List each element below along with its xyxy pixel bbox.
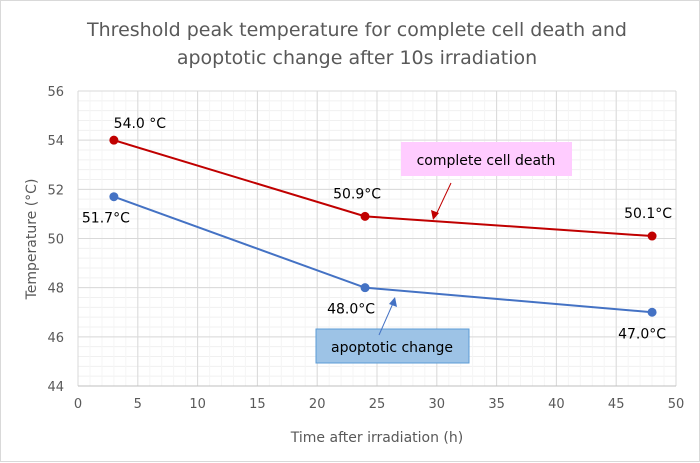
annotation-box — [401, 142, 572, 176]
data-point — [360, 211, 370, 221]
x-tick-label: 35 — [488, 397, 505, 412]
x-tick-label: 5 — [134, 397, 142, 412]
x-tick-label: 25 — [369, 397, 386, 412]
x-tick-label: 50 — [668, 397, 685, 412]
data-point — [647, 231, 657, 241]
data-label: 51.7°C — [82, 211, 130, 227]
y-tick-label: 48 — [47, 282, 64, 297]
y-tick-label: 54 — [47, 134, 64, 149]
y-tick-label: 50 — [47, 233, 64, 248]
data-label: 48.0°C — [327, 302, 375, 318]
y-tick-label: 56 — [47, 85, 64, 100]
arrowhead-icon — [389, 297, 397, 307]
x-axis-label: Time after irradiation (h) — [290, 430, 463, 446]
x-tick-label: 0 — [74, 397, 82, 412]
chart-title-line-1: Threshold peak temperature for complete … — [86, 19, 627, 41]
data-label: 50.1°C — [624, 206, 672, 222]
data-label: 50.9°C — [333, 186, 381, 202]
arrowhead-icon — [431, 210, 439, 220]
data-point — [360, 283, 370, 293]
x-tick-label: 45 — [608, 397, 625, 412]
series-line-1 — [113, 195, 653, 314]
annotation-arrow — [378, 300, 395, 336]
data-point — [109, 192, 119, 202]
data-point — [647, 307, 657, 317]
data-label: 47.0°C — [618, 326, 666, 342]
annotation-label: apoptotic change — [331, 340, 453, 356]
y-tick-label: 46 — [47, 331, 64, 346]
annotation-arrow — [434, 182, 452, 218]
annotation-box — [315, 328, 470, 364]
y-tick-label: 44 — [47, 380, 64, 395]
y-axis-label: Temperature (°C) — [24, 179, 40, 301]
chart-title-line-2: apoptotic change after 10s irradiation — [177, 47, 537, 69]
data-point — [109, 135, 119, 145]
x-tick-label: 40 — [548, 397, 565, 412]
x-tick-label: 10 — [189, 397, 206, 412]
x-tick-label: 15 — [249, 397, 266, 412]
x-tick-label: 20 — [309, 397, 326, 412]
x-tick-label: 30 — [429, 397, 446, 412]
annotation-label: complete cell death — [417, 153, 556, 169]
data-label: 54.0 °C — [114, 116, 167, 132]
y-tick-label: 52 — [47, 183, 64, 198]
